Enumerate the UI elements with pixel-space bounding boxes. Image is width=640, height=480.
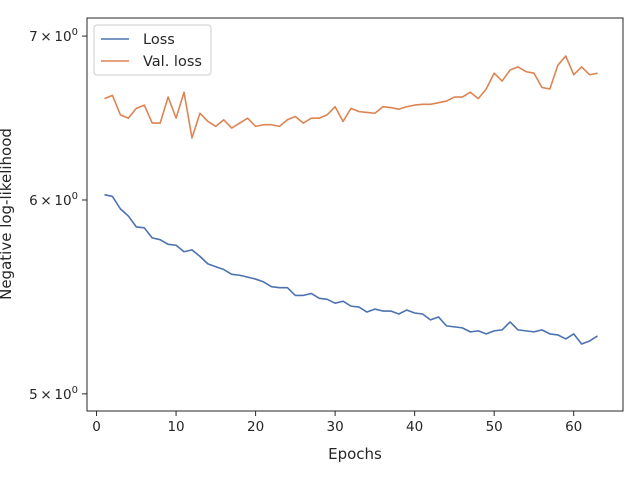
y-tick-label: 6 × 100 <box>29 191 78 209</box>
x-tick-label: 20 <box>247 419 264 435</box>
x-tick-label: 40 <box>406 419 423 435</box>
x-tick-label: 0 <box>92 419 101 435</box>
x-tick-label: 60 <box>565 419 582 435</box>
legend: Loss Val. loss <box>93 24 212 76</box>
y-tick-label: 5 × 100 <box>29 385 78 403</box>
legend-label-loss: Loss <box>143 32 175 48</box>
x-tick-label: 50 <box>486 419 503 435</box>
x-tick-label: 30 <box>327 419 344 435</box>
x-axis-ticks: 0 10 20 30 40 50 60 <box>92 411 582 435</box>
x-tick-label: 10 <box>167 419 184 435</box>
series-line-val-loss <box>104 55 598 139</box>
y-axis-label: Negative log-likelihood <box>0 128 15 300</box>
series-layer <box>104 55 598 345</box>
y-axis-ticks: 5 × 100 6 × 100 7 × 100 <box>29 27 87 403</box>
series-line-loss <box>104 193 598 345</box>
legend-frame <box>93 24 212 76</box>
legend-label-val-loss: Val. loss <box>143 54 202 70</box>
plot-area <box>86 17 624 412</box>
y-tick-label: 7 × 100 <box>29 27 78 45</box>
x-axis-label: Epochs <box>328 445 382 463</box>
